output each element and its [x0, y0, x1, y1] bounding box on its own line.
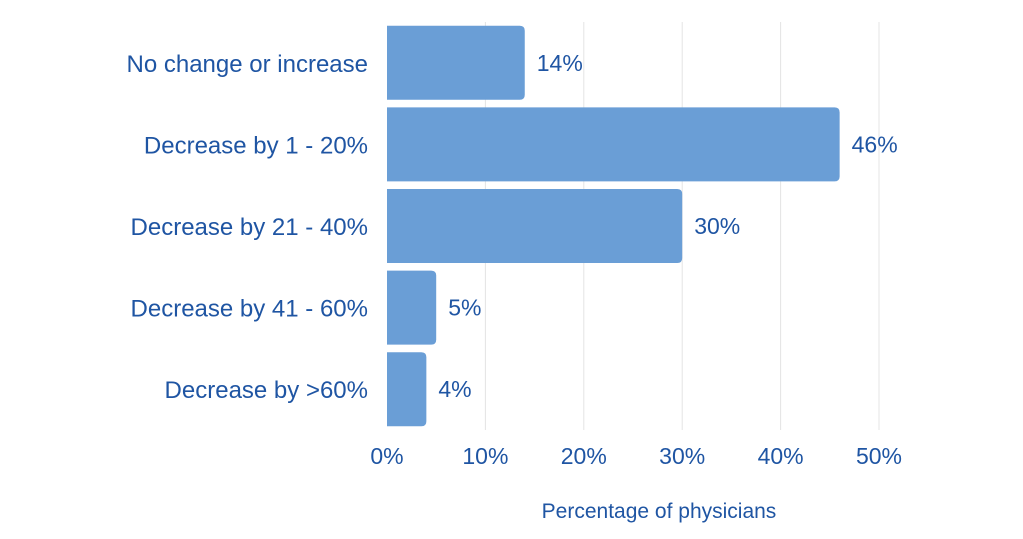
x-axis-title: Percentage of physicians: [542, 500, 777, 523]
data-label: 5%: [448, 295, 481, 321]
x-tick-label: 50%: [856, 443, 902, 469]
data-label: 30%: [694, 213, 740, 239]
category-label: Decrease by 21 - 40%: [131, 214, 368, 241]
bar: [387, 107, 840, 182]
x-tick-label: 40%: [758, 443, 804, 469]
x-tick-label: 0%: [370, 443, 403, 469]
category-label: Decrease by 1 - 20%: [144, 132, 368, 159]
category-label: Decrease by >60%: [165, 377, 368, 404]
bar: [387, 352, 427, 427]
data-labels: 14% 46% 30% 5% 4%: [438, 50, 897, 402]
category-label: No change or increase: [127, 51, 368, 78]
data-label: 14%: [537, 50, 583, 76]
category-labels: No change or increase Decrease by 1 - 20%…: [127, 51, 368, 404]
bar: [387, 270, 437, 345]
data-label: 4%: [438, 376, 471, 402]
category-label: Decrease by 41 - 60%: [131, 296, 368, 323]
x-tick-label: 10%: [462, 443, 508, 469]
x-axis-ticks: 0% 10% 20% 30% 40% 50%: [370, 443, 902, 469]
bar: [387, 189, 683, 263]
bar: [387, 25, 525, 100]
data-label: 46%: [852, 131, 898, 157]
bars: [387, 25, 840, 427]
x-tick-label: 20%: [561, 443, 607, 469]
x-tick-label: 30%: [659, 443, 705, 469]
